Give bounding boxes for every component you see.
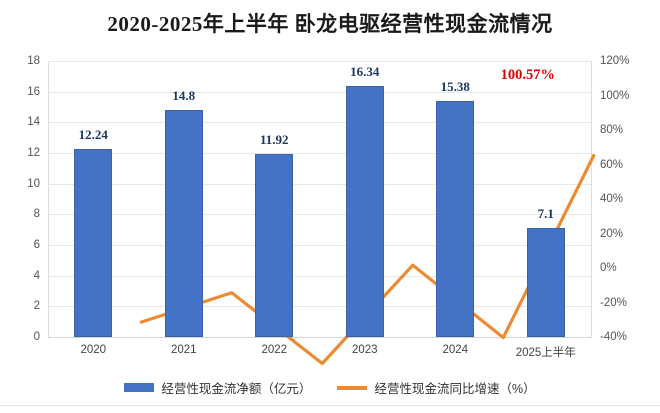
- bar[interactable]: [164, 110, 203, 337]
- chart-legend: 经营性现金流净额（亿元） 经营性现金流同比增速（%）: [0, 378, 660, 397]
- gridline: [48, 91, 591, 93]
- bar[interactable]: [345, 86, 384, 337]
- gridline: [48, 337, 591, 338]
- right-axis-tick-label: 120%: [600, 55, 630, 67]
- right-axis-tick-label: 60%: [600, 158, 624, 171]
- plot-area: [48, 61, 596, 366]
- left-axis-tick-label: 0: [33, 331, 40, 343]
- left-axis-tick-label: 8: [33, 208, 40, 221]
- bar-value-label: 12.24: [78, 127, 108, 143]
- bar-value-label: 15.38: [440, 79, 470, 95]
- legend-line-swatch-icon: [337, 385, 368, 390]
- gridline: [48, 275, 591, 277]
- bar-value-label: 14.8: [172, 88, 196, 104]
- bar[interactable]: [436, 101, 475, 337]
- bar-value-label: 7.1: [537, 206, 554, 222]
- bar-value-label: 16.34: [350, 64, 380, 80]
- legend-item-bar[interactable]: 经营性现金流净额（亿元）: [124, 378, 311, 397]
- gridline: [48, 122, 591, 124]
- x-axis-tick-label: 2025上半年: [515, 347, 576, 359]
- bottom-divider: [0, 405, 660, 406]
- right-axis-tick-label: 80%: [600, 124, 624, 136]
- left-axis-tick-label: 18: [27, 55, 40, 67]
- x-axis-tick-label: 2021: [170, 344, 197, 356]
- right-axis-tick-label: 0%: [600, 262, 617, 274]
- legend-bar-label: 经营性现金流净额（亿元）: [161, 382, 312, 396]
- gridline: [48, 61, 591, 62]
- x-axis-tick-label: 2023: [351, 344, 378, 356]
- bar[interactable]: [74, 149, 113, 337]
- left-axis-line: [48, 61, 49, 338]
- left-axis-tick-label: 12: [27, 147, 40, 159]
- left-axis-tick-label: 2: [33, 300, 40, 313]
- right-axis-line: [591, 61, 592, 338]
- bar-value-label: 11.92: [259, 132, 289, 148]
- left-axis-tick-label: 14: [27, 116, 40, 129]
- x-axis-tick-label: 2024: [442, 344, 469, 356]
- line-value-label: 100.57%: [500, 66, 555, 83]
- left-axis-tick-label: 4: [33, 269, 40, 282]
- right-axis-tick-label: 20%: [600, 227, 624, 240]
- bar[interactable]: [255, 154, 294, 337]
- gridline: [48, 245, 591, 246]
- right-axis-tick-label: 100%: [600, 89, 630, 102]
- gridline: [48, 306, 591, 308]
- legend-line-label: 经营性现金流同比增速（%）: [374, 382, 536, 396]
- left-axis-tick-label: 16: [27, 85, 40, 98]
- chart-title: 2020-2025年上半年 卧龙电驱经营性现金流情况: [107, 12, 553, 36]
- legend-bar-swatch-icon: [124, 383, 155, 392]
- x-axis-tick-label: 2020: [80, 344, 107, 356]
- legend-item-line[interactable]: 经营性现金流同比增速（%）: [337, 378, 536, 397]
- right-axis-tick-label: 40%: [600, 193, 624, 205]
- gridline: [48, 183, 591, 185]
- gridline: [48, 214, 591, 216]
- x-axis-tick-label: 2022: [261, 344, 288, 356]
- left-axis-tick-label: 10: [27, 177, 40, 190]
- left-axis-tick-label: 6: [33, 239, 40, 251]
- right-axis-tick-label: -40%: [600, 331, 627, 343]
- bar[interactable]: [526, 228, 565, 337]
- right-axis-tick-label: -20%: [600, 296, 627, 309]
- gridline: [48, 153, 591, 154]
